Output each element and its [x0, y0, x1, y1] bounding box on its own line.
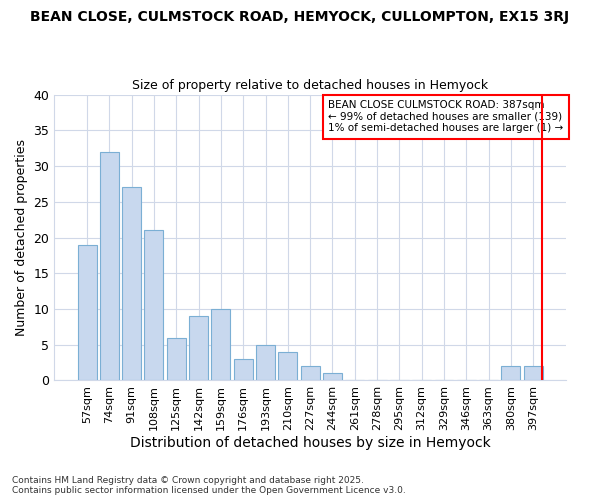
- Bar: [524, 366, 543, 380]
- Bar: [122, 188, 141, 380]
- Bar: [301, 366, 320, 380]
- Y-axis label: Number of detached properties: Number of detached properties: [15, 139, 28, 336]
- Bar: [77, 244, 97, 380]
- Bar: [145, 230, 163, 380]
- X-axis label: Distribution of detached houses by size in Hemyock: Distribution of detached houses by size …: [130, 436, 491, 450]
- Bar: [167, 338, 186, 380]
- Bar: [323, 374, 342, 380]
- Bar: [278, 352, 298, 380]
- Text: Contains HM Land Registry data © Crown copyright and database right 2025.
Contai: Contains HM Land Registry data © Crown c…: [12, 476, 406, 495]
- Bar: [234, 359, 253, 380]
- Bar: [502, 366, 520, 380]
- Bar: [211, 309, 230, 380]
- Bar: [189, 316, 208, 380]
- Title: Size of property relative to detached houses in Hemyock: Size of property relative to detached ho…: [132, 79, 488, 92]
- Bar: [256, 344, 275, 380]
- Bar: [100, 152, 119, 380]
- Text: BEAN CLOSE, CULMSTOCK ROAD, HEMYOCK, CULLOMPTON, EX15 3RJ: BEAN CLOSE, CULMSTOCK ROAD, HEMYOCK, CUL…: [31, 10, 569, 24]
- Text: BEAN CLOSE CULMSTOCK ROAD: 387sqm
← 99% of detached houses are smaller (139)
1% : BEAN CLOSE CULMSTOCK ROAD: 387sqm ← 99% …: [328, 100, 563, 134]
